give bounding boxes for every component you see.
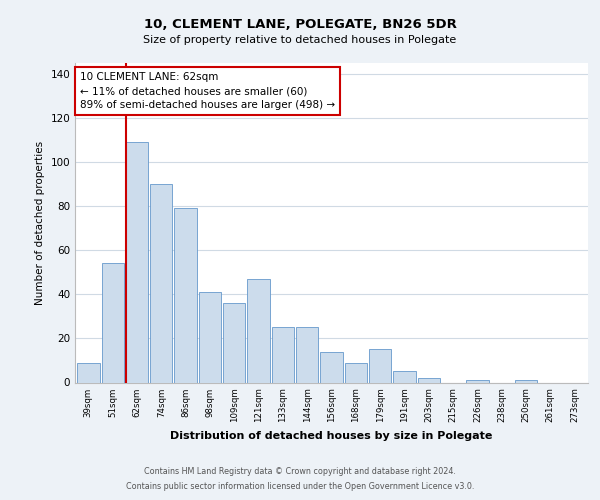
Bar [247,279,270,382]
Bar [223,303,245,382]
Text: 10, CLEMENT LANE, POLEGATE, BN26 5DR: 10, CLEMENT LANE, POLEGATE, BN26 5DR [143,18,457,30]
Bar [77,362,100,382]
Text: Size of property relative to detached houses in Polegate: Size of property relative to detached ho… [143,35,457,45]
X-axis label: Distribution of detached houses by size in Polegate: Distribution of detached houses by size … [170,430,493,440]
Bar [175,208,197,382]
Bar [199,292,221,382]
Bar [272,328,294,382]
Bar [418,378,440,382]
Bar [150,184,172,382]
Bar [101,264,124,382]
Bar [320,352,343,382]
Bar [296,328,319,382]
Bar [369,350,391,382]
Text: Contains public sector information licensed under the Open Government Licence v3: Contains public sector information licen… [126,482,474,491]
Bar [344,362,367,382]
Bar [393,372,416,382]
Bar [126,142,148,382]
Y-axis label: Number of detached properties: Number of detached properties [35,140,45,304]
Text: 10 CLEMENT LANE: 62sqm
← 11% of detached houses are smaller (60)
89% of semi-det: 10 CLEMENT LANE: 62sqm ← 11% of detached… [80,72,335,110]
Bar [515,380,537,382]
Text: Contains HM Land Registry data © Crown copyright and database right 2024.: Contains HM Land Registry data © Crown c… [144,467,456,476]
Bar [466,380,488,382]
